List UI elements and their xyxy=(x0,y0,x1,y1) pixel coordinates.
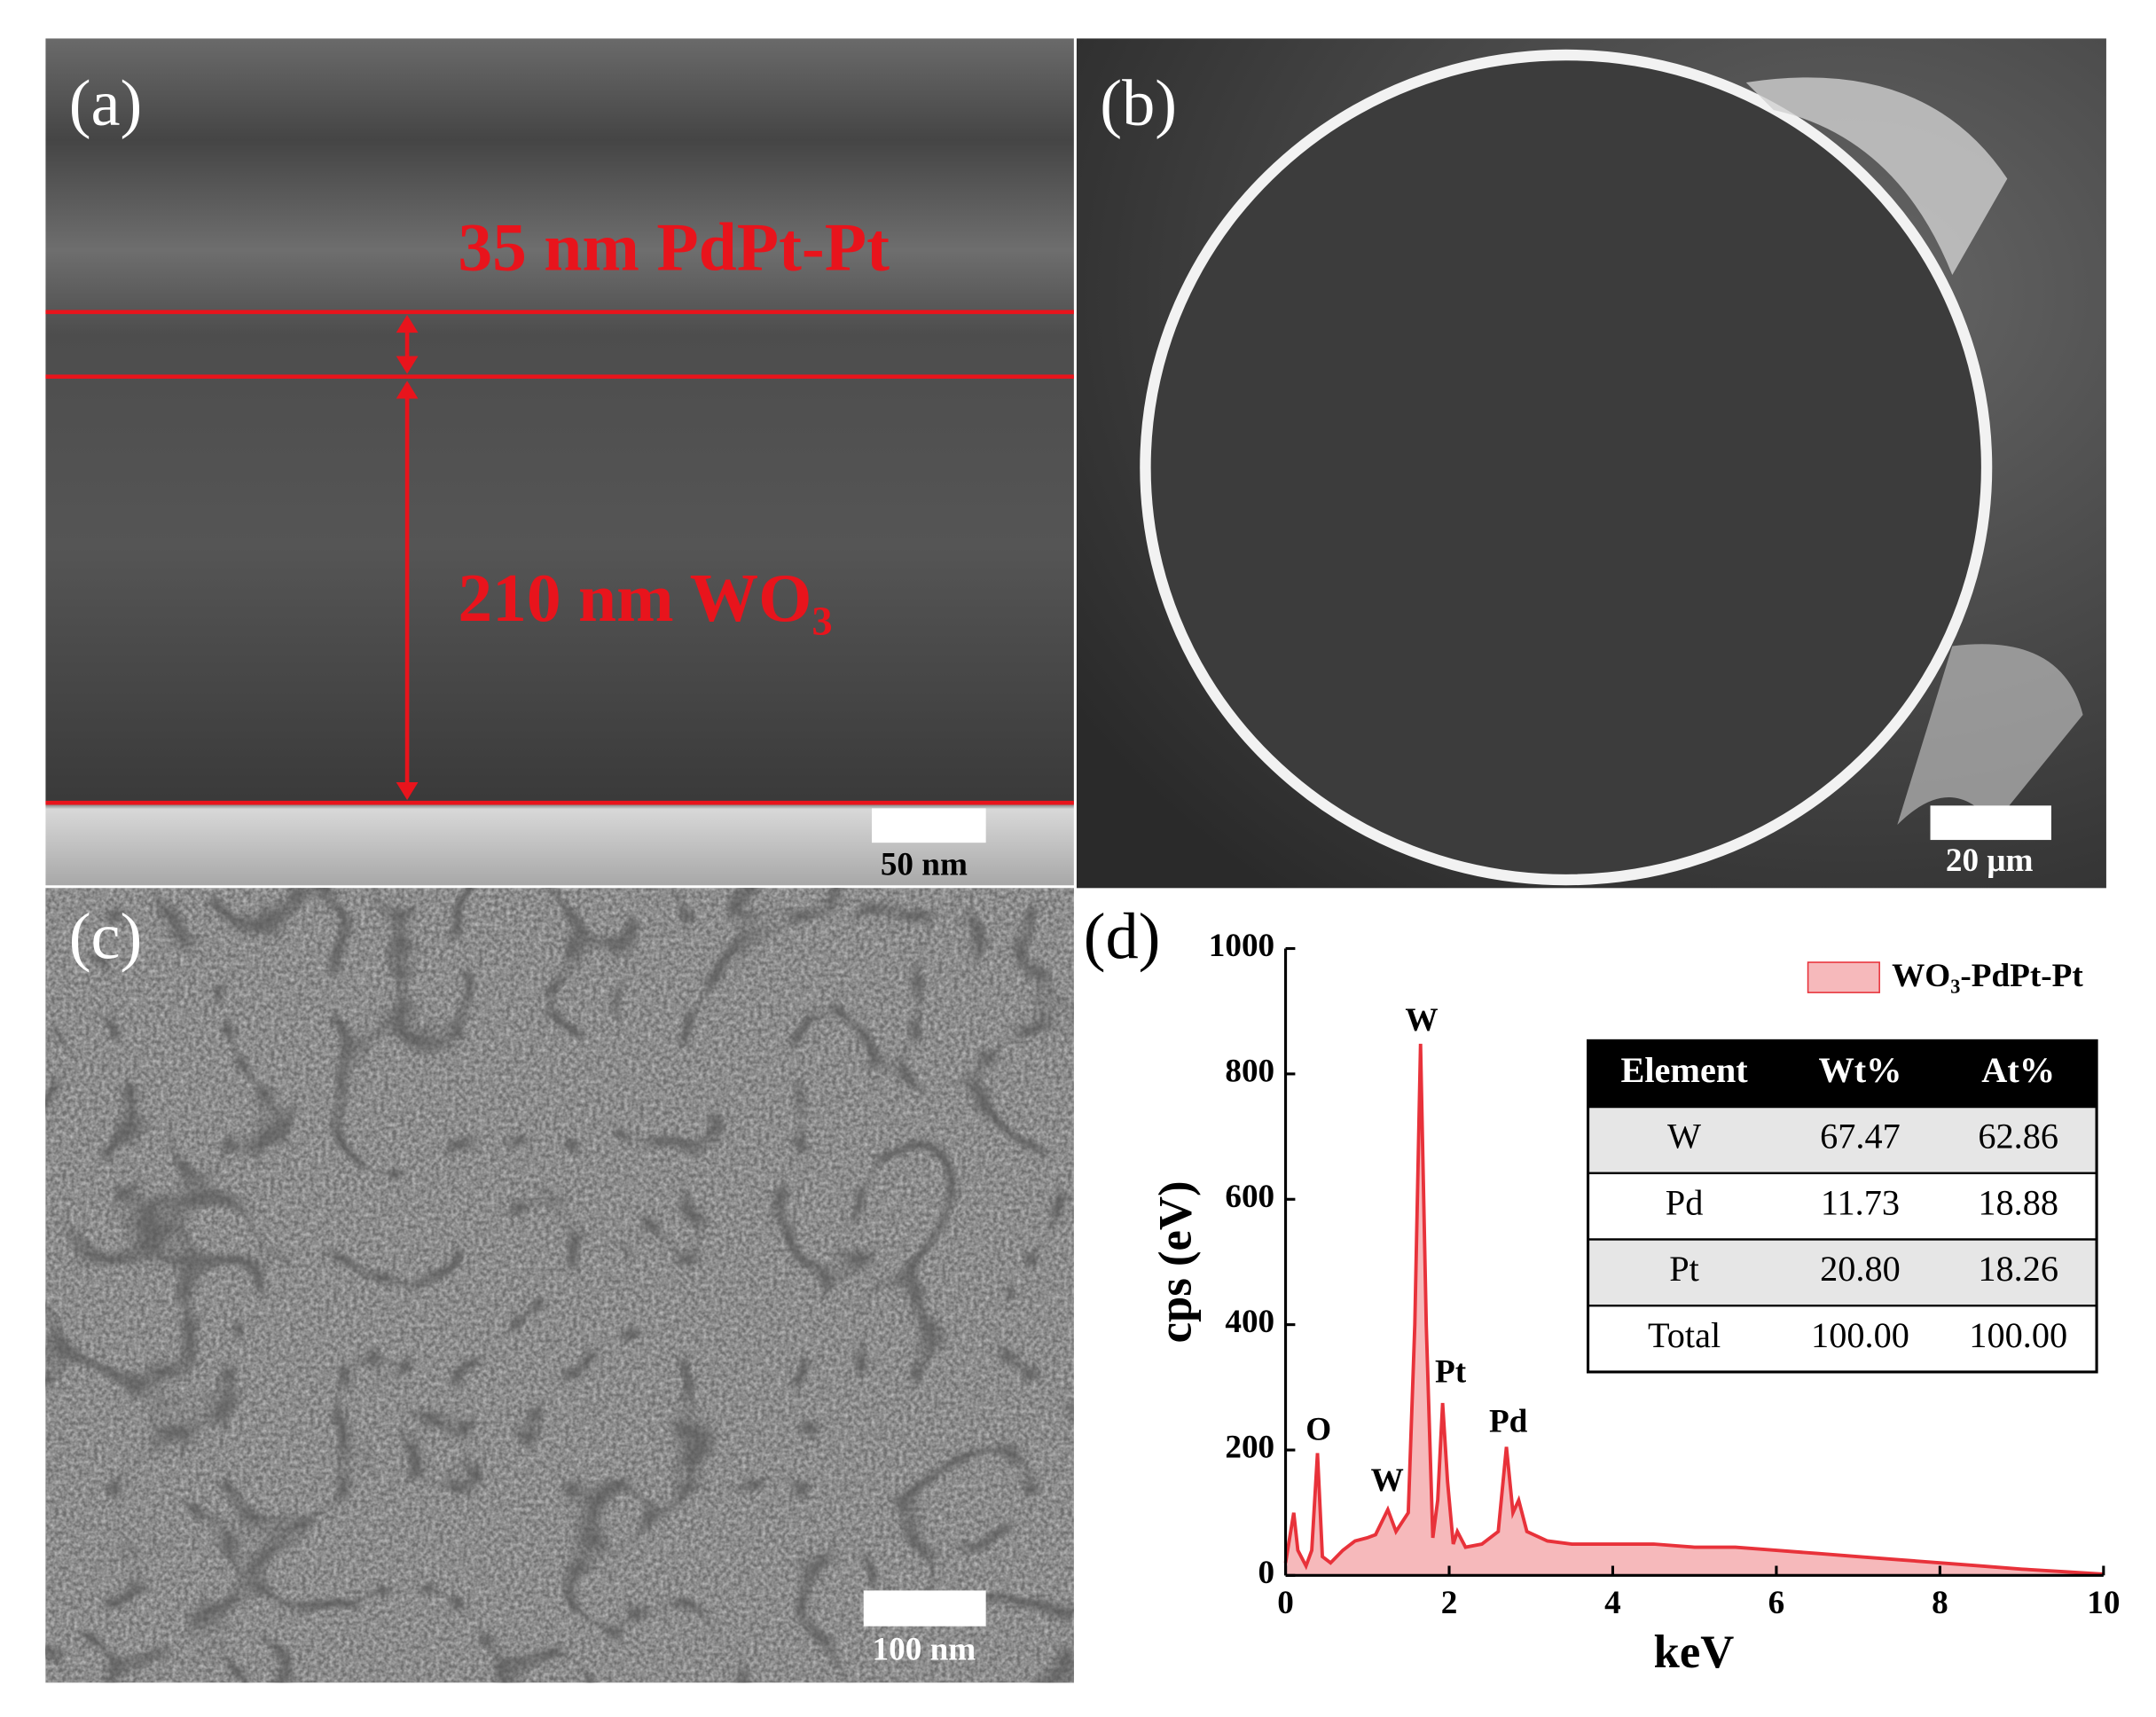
x-tick-label: 2 xyxy=(1441,1585,1458,1621)
panel-label: (a) xyxy=(69,67,143,140)
x-tick-label: 10 xyxy=(2087,1585,2120,1621)
y-axis-label: cps (eV) xyxy=(1149,1180,1201,1343)
scale-bar xyxy=(1930,805,2051,841)
y-tick-label: 800 xyxy=(1225,1053,1274,1089)
x-tick-label: 6 xyxy=(1768,1585,1785,1621)
table-header-bg xyxy=(1588,1040,2097,1108)
crack-texture xyxy=(45,888,1074,1683)
legend-label: WO₃-PdPt-Pt xyxy=(1892,958,2083,994)
scale-bar xyxy=(871,808,986,843)
annotation: 210 nm WO₃ xyxy=(458,560,832,636)
table-cell: Total xyxy=(1648,1315,1721,1355)
table-cell: W xyxy=(1667,1117,1701,1156)
y-tick-label: 0 xyxy=(1258,1555,1275,1591)
sem-image xyxy=(45,38,1074,886)
fiber xyxy=(1140,49,1993,886)
table-row xyxy=(1587,1305,2098,1374)
peak-label: Pt xyxy=(1435,1354,1467,1391)
x-tick-label: 0 xyxy=(1277,1585,1294,1621)
panel-b: (b) 20 μm xyxy=(1076,38,2106,889)
panel-label: (d) xyxy=(1084,900,1161,973)
table-cell: 100.00 xyxy=(1811,1315,1909,1355)
table-cell: 20.80 xyxy=(1820,1249,1901,1289)
scale-bar xyxy=(863,1590,986,1627)
table-row xyxy=(1587,1105,2098,1174)
table-header: At% xyxy=(1981,1050,2055,1090)
peak-label: W xyxy=(1405,1002,1438,1039)
y-tick-label: 600 xyxy=(1225,1179,1274,1215)
table-header: Wt% xyxy=(1818,1050,1901,1090)
thickness-markers xyxy=(45,310,1074,805)
table-header: Element xyxy=(1620,1050,1748,1090)
table-border xyxy=(1587,1039,2098,1374)
panel-c: (c) 100 nm xyxy=(45,888,1074,1683)
legend-swatch xyxy=(1807,961,1880,993)
scale-text: 50 nm xyxy=(881,847,968,883)
table-cell: 18.88 xyxy=(1978,1182,2058,1222)
table-cell: Pt xyxy=(1669,1249,1699,1289)
table-cell: 67.47 xyxy=(1820,1117,1901,1156)
annotation: 35 nm PdPt-Pt xyxy=(458,209,890,286)
table-cell: 18.26 xyxy=(1978,1249,2058,1289)
x-tick-label: 8 xyxy=(1932,1585,1948,1621)
table-cell: 100.00 xyxy=(1969,1315,2067,1355)
peak-label: O xyxy=(1305,1412,1331,1448)
table-cell: 62.86 xyxy=(1978,1117,2058,1156)
panel-a: (a) 35 nm PdPt-Pt 210 nm WO₃ 50 nm xyxy=(45,38,1074,886)
x-tick-label: 4 xyxy=(1604,1585,1621,1621)
scale-text: 20 μm xyxy=(1946,843,2034,879)
y-tick-label: 400 xyxy=(1225,1304,1274,1340)
peak-label: W xyxy=(1371,1462,1404,1499)
y-tick-label: 1000 xyxy=(1209,928,1274,964)
table-row xyxy=(1587,1172,2098,1241)
x-axis-label: keV xyxy=(1654,1627,1735,1678)
panel-d: (d) keV cps (eV) WO₃-PdPt-Pt020040060080… xyxy=(1084,900,2121,1677)
table-cell: 11.73 xyxy=(1821,1182,1900,1222)
line xyxy=(1283,1043,2104,1576)
table-cell: Pd xyxy=(1666,1182,1704,1222)
y-tick-label: 200 xyxy=(1225,1430,1274,1466)
panel-label: (b) xyxy=(1100,67,1177,140)
scale-text: 100 nm xyxy=(873,1632,976,1668)
peak-label: Pd xyxy=(1489,1403,1528,1439)
panel-label: (c) xyxy=(69,900,143,973)
